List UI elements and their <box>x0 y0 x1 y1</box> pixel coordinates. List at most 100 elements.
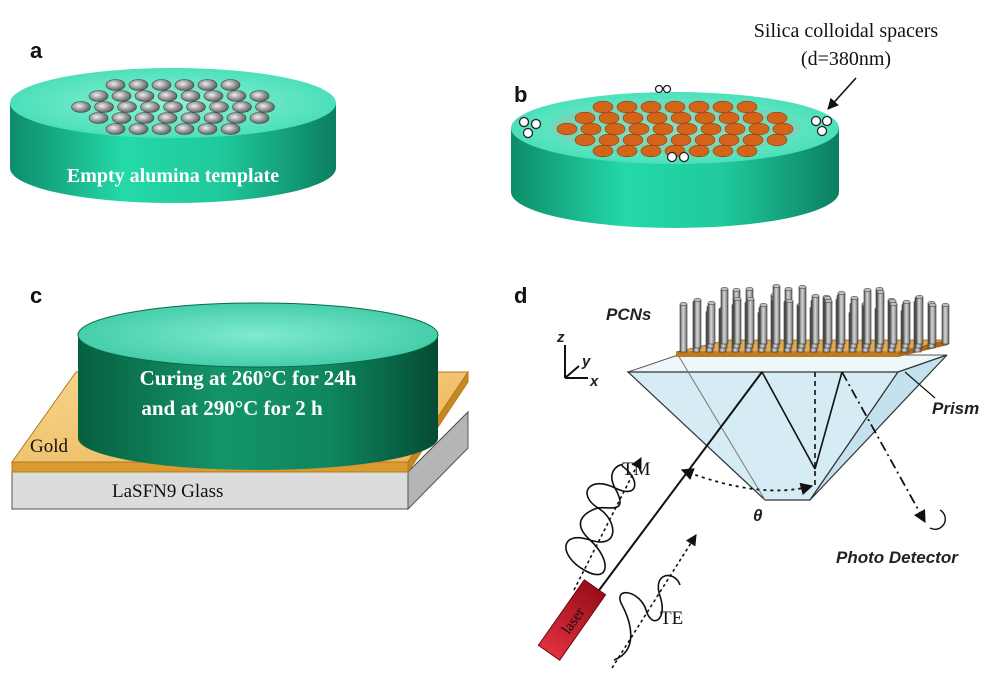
nanorod <box>679 303 688 353</box>
pore <box>249 90 270 102</box>
pore <box>180 90 201 102</box>
filled-pore <box>712 144 734 158</box>
filled-pore <box>616 144 638 158</box>
filled-pore <box>646 111 668 125</box>
pore <box>180 112 201 124</box>
nanorod <box>720 288 729 345</box>
filled-pore <box>640 100 662 114</box>
nanorod-cap <box>772 283 781 289</box>
spacer-label-line2: (d=380nm) <box>801 48 891 70</box>
nanorod <box>733 298 742 345</box>
tm-wave <box>565 457 642 591</box>
filled-pore <box>640 144 662 158</box>
pore <box>197 123 218 135</box>
nanorod-cap <box>902 299 911 305</box>
nanorod <box>759 304 768 345</box>
filled-pore <box>592 100 614 114</box>
glass-label: LaSFN9 Glass <box>112 481 223 502</box>
prism-pointer <box>904 371 936 399</box>
detector-icon <box>929 509 946 530</box>
pore <box>209 101 229 113</box>
filled-pore <box>628 122 650 136</box>
nanorod-cap <box>889 301 898 307</box>
incident-beam <box>587 371 763 606</box>
nanorod-cap <box>811 293 820 299</box>
filled-pore <box>772 122 794 136</box>
nanorod-cap <box>928 302 937 308</box>
prism-label: Prism <box>932 399 979 418</box>
pore <box>71 101 91 113</box>
filled-pore <box>748 122 770 136</box>
empty-template-label: Empty alumina template <box>67 165 279 187</box>
nanorod <box>863 289 872 345</box>
nanorod-cap <box>745 286 754 292</box>
spacer-label-line1: Silica colloidal spacers <box>754 20 939 42</box>
filled-pore <box>670 111 692 125</box>
filled-template-cylinder <box>511 84 839 228</box>
nanorod <box>915 296 924 345</box>
nanorod-cap <box>732 287 741 293</box>
pcns-label: PCNs <box>606 305 651 324</box>
filled-pore <box>616 100 638 114</box>
nanorod-cap <box>759 302 768 308</box>
nanorod <box>876 291 885 345</box>
filled-pore <box>556 122 578 136</box>
pore <box>134 112 155 124</box>
nanorod <box>889 303 898 345</box>
pore <box>226 112 247 124</box>
panel-b: b Silica colloidal spacers (d=380nm) <box>511 20 938 228</box>
filled-pore <box>688 144 710 158</box>
filled-pore <box>736 144 758 158</box>
filled-pores <box>556 100 794 158</box>
pore <box>174 123 195 135</box>
nanorod <box>850 297 859 345</box>
pore <box>111 112 132 124</box>
pore <box>197 79 218 91</box>
filled-pore <box>676 122 698 136</box>
prism <box>626 354 948 501</box>
filled-pore <box>712 100 734 114</box>
pore <box>151 123 172 135</box>
te-wave <box>611 534 697 669</box>
filled-pore <box>604 122 626 136</box>
filled-pore <box>574 111 596 125</box>
axis-indicator <box>564 345 588 379</box>
nanorod-cap <box>785 298 794 304</box>
panel-b-letter: b <box>514 82 527 107</box>
nanorod-cap <box>863 287 872 293</box>
pore <box>157 90 178 102</box>
gold-label: Gold <box>30 436 69 457</box>
pore <box>249 112 270 124</box>
alumina-template-cylinder <box>10 68 336 203</box>
glass-substrate <box>11 410 469 511</box>
nanorod <box>693 299 702 349</box>
nanorod <box>928 304 937 345</box>
pore <box>255 101 275 113</box>
nanorod-cap <box>720 286 729 292</box>
filled-pore <box>670 133 692 147</box>
nanorod-cap <box>679 301 688 307</box>
tm-label: TM <box>622 459 651 480</box>
reflected-beam-in-prism <box>761 371 816 470</box>
nanorod-cap <box>733 296 742 302</box>
nanorod <box>785 300 794 345</box>
axis-y-label: y <box>581 353 591 370</box>
panel-d-letter: d <box>514 283 527 308</box>
pore <box>174 79 195 91</box>
filled-pore <box>694 133 716 147</box>
pore <box>186 101 206 113</box>
curing-cylinder <box>77 302 439 470</box>
filled-pore <box>742 111 764 125</box>
nanorod-cap <box>784 286 793 292</box>
pore <box>203 90 224 102</box>
nanorod <box>746 298 755 345</box>
nanorod-cap <box>693 297 702 303</box>
theta-label: θ <box>753 506 763 525</box>
silica-spacers <box>518 84 833 163</box>
filled-pore <box>622 133 644 147</box>
pore <box>128 79 149 91</box>
nanorod-cap <box>837 290 846 296</box>
filled-pore <box>622 111 644 125</box>
filled-pore <box>580 122 602 136</box>
nanorod <box>811 295 820 345</box>
